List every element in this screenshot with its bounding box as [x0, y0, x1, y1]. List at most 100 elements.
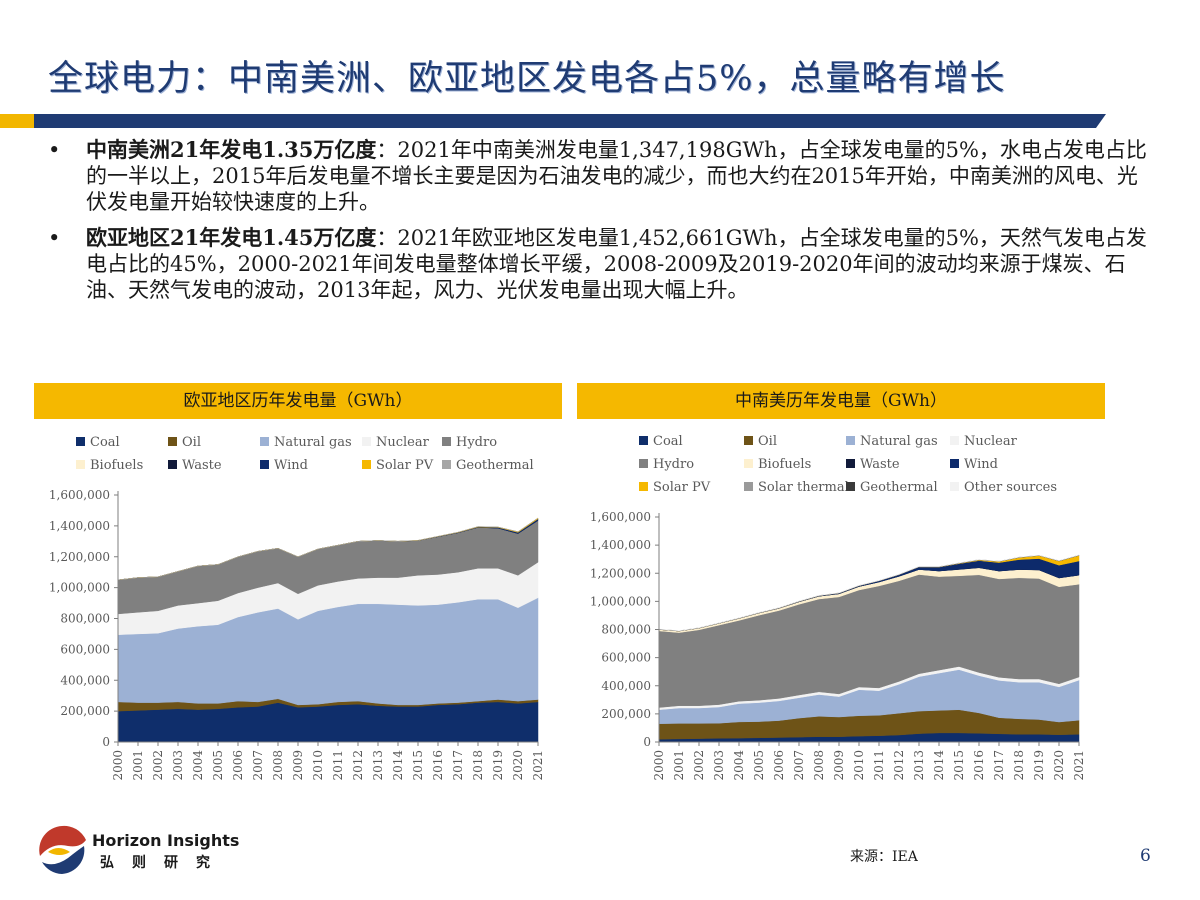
x-tick-label: 2013	[912, 750, 926, 781]
legend-label: Geothermal	[860, 480, 938, 495]
y-tick-label: 200,000	[601, 707, 651, 721]
x-tick-label: 2006	[772, 750, 786, 781]
legend-swatch	[442, 437, 451, 446]
x-tick-label: 2011	[331, 750, 345, 781]
legend-item: Wind	[260, 458, 308, 473]
legend-item: Solar thermal	[744, 480, 849, 495]
legend-item: Natural gas	[260, 435, 352, 450]
legend-swatch	[950, 436, 959, 445]
x-tick-label: 2009	[291, 750, 305, 781]
x-tick-label: 2020	[511, 750, 525, 781]
legend-swatch	[639, 482, 648, 491]
y-tick-label: 600,000	[601, 651, 651, 665]
x-tick-label: 2013	[371, 750, 385, 781]
legend-label: Oil	[758, 434, 777, 449]
x-tick-label: 2018	[1012, 750, 1026, 781]
chart-1-title: 欧亚地区历年发电量（GWh）	[34, 383, 562, 419]
legend-item: Oil	[168, 435, 201, 450]
chart-2-title: 中南美历年发电量（GWh）	[577, 383, 1105, 419]
x-tick-label: 2001	[672, 750, 686, 781]
x-tick-label: 2004	[191, 750, 205, 781]
y-tick-label: 1,400,000	[590, 538, 651, 552]
legend-item: Coal	[639, 434, 683, 449]
x-tick-label: 2004	[732, 750, 746, 781]
bullet-dot: •	[48, 138, 61, 162]
title-underline-gold	[0, 114, 34, 128]
x-tick-label: 2017	[992, 750, 1006, 781]
legend-label: Nuclear	[964, 434, 1017, 449]
legend-label: Natural gas	[860, 434, 938, 449]
legend-swatch	[846, 436, 855, 445]
x-tick-label: 2010	[311, 750, 325, 781]
logo-text-cn: 弘则研究	[100, 855, 228, 871]
legend-swatch	[260, 437, 269, 446]
legend-item: Nuclear	[362, 435, 429, 450]
legend-label: Solar PV	[653, 480, 711, 495]
bullet-heading: 欧亚地区21年发电1.45万亿度	[86, 225, 377, 250]
y-tick-label: 1,200,000	[590, 566, 651, 580]
y-tick-label: 200,000	[60, 704, 110, 718]
legend-item: Other sources	[950, 480, 1057, 495]
y-tick-label: 1,600,000	[590, 510, 651, 524]
legend-label: Nuclear	[376, 435, 429, 450]
bullet-text: ：2021年欧亚地区发电量1,452,661GWh，占全球发电量的5%，天然气发…	[86, 226, 1147, 302]
x-tick-label: 2008	[812, 750, 826, 781]
x-tick-label: 2019	[1032, 750, 1046, 781]
y-tick-label: 1,400,000	[49, 519, 110, 533]
legend-swatch	[362, 437, 371, 446]
legend-item: Geothermal	[442, 458, 534, 473]
x-tick-label: 2014	[391, 750, 405, 781]
bullet-item: • 中南美洲21年发电1.35万亿度：2021年中南美洲发电量1,347,198…	[48, 137, 1158, 215]
legend-item: Solar PV	[362, 458, 433, 473]
logo-text-en: Horizon Insights	[92, 831, 240, 850]
bullet-heading: 中南美洲21年发电1.35万亿度	[86, 137, 377, 162]
legend-label: Biofuels	[90, 458, 144, 473]
legend-item: Oil	[744, 434, 777, 449]
legend-item: Biofuels	[76, 458, 143, 473]
legend-label: Natural gas	[274, 435, 352, 450]
legend-item: Wind	[950, 457, 998, 472]
legend-item: Waste	[168, 458, 222, 473]
page-number: 6	[1140, 846, 1151, 866]
legend-item: Hydro	[442, 435, 497, 450]
legend-item: Hydro	[639, 457, 694, 472]
bullet-list: • 中南美洲21年发电1.35万亿度：2021年中南美洲发电量1,347,198…	[48, 137, 1158, 313]
x-tick-label: 2002	[692, 750, 706, 781]
legend-label: Waste	[860, 457, 900, 472]
bullet-dot: •	[48, 226, 61, 250]
x-tick-label: 2012	[892, 750, 906, 781]
legend-label: Biofuels	[758, 457, 812, 472]
legend-label: Solar PV	[376, 458, 434, 473]
x-tick-label: 2003	[712, 750, 726, 781]
legend-label: Geothermal	[456, 458, 534, 473]
x-tick-label: 2012	[351, 750, 365, 781]
x-tick-label: 2021	[1072, 750, 1086, 781]
x-tick-label: 2003	[171, 750, 185, 781]
legend-swatch	[442, 460, 451, 469]
logo-icon	[37, 825, 87, 875]
chart-2-plot: 0 200,000 400,000 600,000 800,000 1,000,000 1,…	[590, 510, 1086, 781]
legend-swatch	[846, 482, 855, 491]
page-title: 全球电力：中南美洲、欧亚地区发电各占5%，总量略有增长	[48, 59, 1006, 99]
legend-label: Coal	[653, 434, 683, 449]
legend-item: Coal	[76, 435, 120, 450]
y-tick-label: 1,000,000	[49, 581, 110, 595]
y-tick-label: 0	[643, 735, 651, 749]
x-tick-label: 2015	[952, 750, 966, 781]
legend-label: Coal	[90, 435, 120, 450]
legend-label: Wind	[964, 457, 998, 472]
x-tick-label: 2007	[792, 750, 806, 781]
x-tick-label: 2010	[852, 750, 866, 781]
x-tick-label: 2016	[972, 750, 986, 781]
x-tick-label: 2001	[131, 750, 145, 781]
legend-swatch	[639, 436, 648, 445]
y-tick-label: 400,000	[60, 673, 110, 687]
legend-swatch	[744, 459, 753, 468]
source-note: 来源：IEA	[850, 849, 918, 865]
legend-swatch	[950, 482, 959, 491]
x-tick-label: 2005	[211, 750, 225, 781]
bullet-text: ：2021年中南美洲发电量1,347,198GWh，占全球发电量的5%，水电占发…	[86, 138, 1147, 214]
legend-swatch	[744, 436, 753, 445]
legend-label: Hydro	[456, 435, 498, 450]
x-tick-label: 2017	[451, 750, 465, 781]
